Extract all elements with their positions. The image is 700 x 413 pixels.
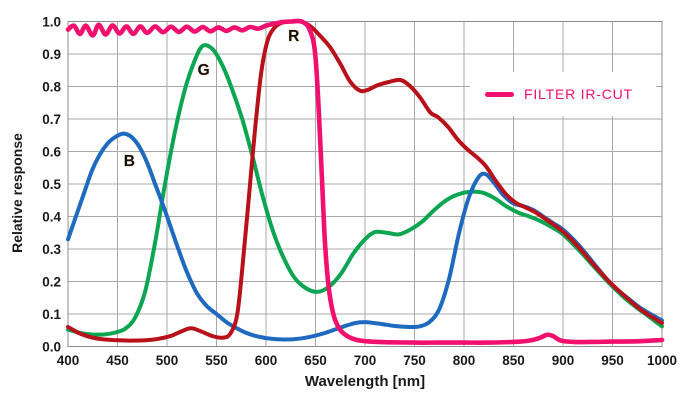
x-tick-label-600: 600 [255, 353, 278, 368]
legend: FILTER IR-CUT [470, 72, 656, 116]
x-tick-label-950: 950 [601, 353, 624, 368]
x-tick-label-700: 700 [354, 353, 377, 368]
x-tick-label-400: 400 [57, 353, 80, 368]
y-tick-label-0.3: 0.3 [42, 242, 61, 257]
legend-label: FILTER IR-CUT [524, 86, 633, 102]
x-tick-label-850: 850 [502, 353, 525, 368]
x-tick-label-650: 650 [304, 353, 327, 368]
x-tick-label-500: 500 [156, 353, 179, 368]
plot-border [67, 20, 663, 348]
x-tick-label-550: 550 [205, 353, 228, 368]
curve-r [66, 19, 664, 343]
x-tick-label-800: 800 [453, 353, 476, 368]
x-tick-label-450: 450 [106, 353, 129, 368]
curve-label-B: B [124, 153, 135, 170]
curve-label-G: G [198, 62, 210, 79]
y-tick-label-0.2: 0.2 [42, 275, 61, 290]
x-tick-label-900: 900 [552, 353, 575, 368]
x-axis-title: Wavelength [nm] [304, 373, 426, 390]
y-tick-label-0.6: 0.6 [42, 145, 61, 160]
y-tick-label-1.0: 1.0 [42, 15, 61, 30]
x-tick-label-1000: 1000 [647, 353, 677, 368]
y-tick-label-0.4: 0.4 [42, 210, 61, 225]
curve-filter-ir-cut [65, 18, 665, 345]
y-tick-label-0.5: 0.5 [42, 177, 61, 192]
y-tick-label-0.1: 0.1 [42, 307, 61, 322]
y-axis-title: Relative response [9, 133, 25, 253]
y-tick-label-0.7: 0.7 [42, 112, 61, 127]
y-tick-label-0.8: 0.8 [42, 80, 61, 95]
y-tick-label-0.9: 0.9 [42, 47, 61, 62]
y-tick-label-0.0: 0.0 [42, 340, 61, 355]
legend-swatch-line [485, 91, 514, 97]
curve-label-R: R [288, 28, 299, 45]
x-tick-label-750: 750 [403, 353, 426, 368]
